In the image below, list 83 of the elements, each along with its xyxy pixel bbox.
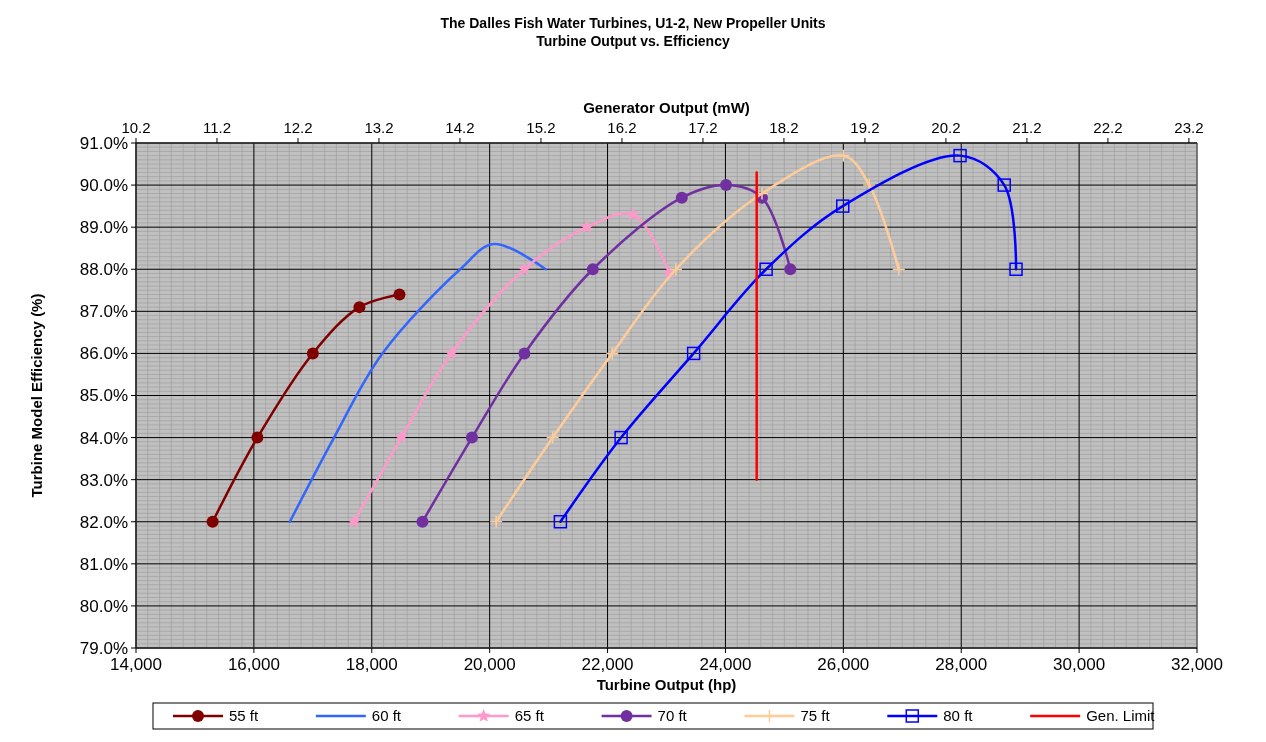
x-tick-label: 16,000 [227,655,280,674]
point [580,220,594,233]
point [669,262,683,276]
x-tick-label: 30,000 [1053,655,1106,674]
x2-axis-title: Generator Output (mW) [583,99,750,116]
y-tick-label: 83.0% [79,470,128,490]
y-tick-label: 79.0% [79,638,128,658]
point [251,431,264,444]
point [605,346,620,361]
y-tick-label: 80.0% [79,596,128,616]
point [836,148,851,163]
x2-tick-label: 18.2 [769,119,799,136]
x-axis-title: Turbine Output (hp) [596,676,737,693]
point [444,346,459,360]
point [862,178,877,192]
legend-label: 60 ft [371,707,402,725]
x2-tick-label: 19.2 [850,119,880,136]
line-series [288,242,547,523]
x2-tick-label: 23.2 [1174,119,1204,136]
point [393,288,406,301]
point [835,199,850,213]
point [306,347,319,360]
point [720,179,733,192]
point [518,347,531,360]
point [353,301,366,314]
x-tick-label: 22,000 [581,655,634,674]
point [784,263,797,276]
y-tick-label: 81.0% [79,554,128,574]
x-tick-label: 18,000 [345,655,398,674]
point [517,262,532,275]
y-tick-label: 91.0% [79,133,128,153]
x-tick-label: 32,000 [1171,655,1223,674]
point [759,262,773,276]
x2-tick-label: 16.2 [607,119,637,136]
legend-label: 65 ft [514,707,545,725]
point [586,263,599,276]
x-tick-label: 24,000 [699,655,752,674]
x-tick-label: 20,000 [463,655,516,674]
point [997,178,1011,192]
y-axis-title: Turbine Model Efficiency (%) [28,293,45,498]
x2-tick-label: 22.2 [1093,119,1123,136]
point [394,430,408,444]
point [953,148,967,163]
x2-tick-label: 17.2 [688,119,718,136]
legend-label: 75 ft [800,707,831,725]
x-tick-label: 14,000 [110,655,162,674]
point [489,515,503,529]
point [416,515,429,528]
y-tick-label: 84.0% [79,428,128,448]
point [1009,262,1023,276]
point [686,346,701,361]
y-tick-label: 86.0% [79,344,128,364]
x-tick-label: 28,000 [935,655,988,674]
x2-tick-label: 10.2 [121,119,151,136]
chart-title: The Dalles Fish Water Turbines, U1-2, New Propeller Units [440,15,826,31]
legend-label: 55 ft [229,707,260,725]
point [553,515,568,529]
legend-label: 70 ft [657,707,688,725]
y-tick-label: 87.0% [79,302,128,322]
x2-tick-label: 21.2 [1012,119,1042,136]
x2-tick-label: 15.2 [526,119,556,136]
x2-tick-label: 20.2 [931,119,961,136]
point [545,430,560,445]
x2-tick-label: 11.2 [202,119,232,136]
point [465,431,478,444]
point [675,191,688,204]
point [347,514,361,528]
chart-subtitle: Turbine Output vs. Efficiency [536,33,730,49]
y-tick-label: 90.0% [79,176,128,196]
x2-tick-label: 12.2 [283,119,313,136]
y-tick-label: 85.0% [79,386,128,406]
x2-tick-label: 13.2 [364,119,394,136]
x-tick-label: 26,000 [817,655,870,674]
y-tick-label: 89.0% [79,218,128,238]
point [891,262,906,276]
x2-tick-label: 14.2 [445,119,475,136]
point [626,207,640,221]
y-tick-label: 82.0% [79,512,128,532]
legend-label: 80 ft [943,707,974,725]
point [614,430,628,445]
legend-label: Gen. Limit [1086,707,1156,725]
point [206,515,219,528]
y-tick-label: 88.0% [79,260,128,280]
